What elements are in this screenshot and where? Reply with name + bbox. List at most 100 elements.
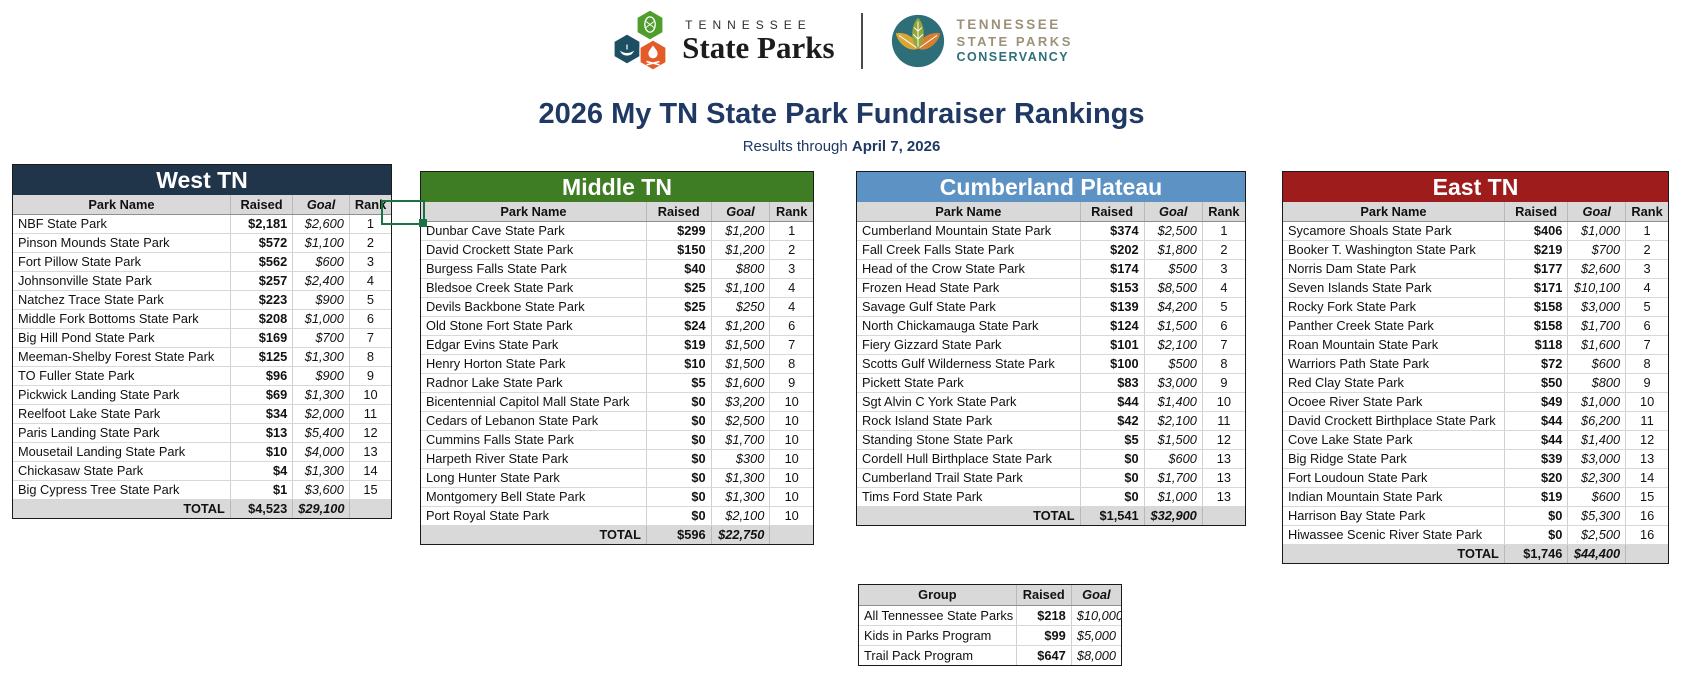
cell-raised[interactable]: $0: [1079, 487, 1145, 507]
cell-raised[interactable]: $0: [645, 487, 712, 507]
cell-goal[interactable]: $3,200: [710, 392, 770, 412]
cell-raised[interactable]: $169: [229, 328, 293, 348]
cell-rank[interactable]: 13: [348, 442, 391, 462]
cell-park-name[interactable]: Rock Island State Park: [857, 411, 1081, 431]
cell-raised[interactable]: $10: [645, 354, 712, 374]
cell-raised[interactable]: $13: [229, 423, 293, 443]
cell-goal[interactable]: $3,000: [1567, 297, 1626, 317]
cell-goal[interactable]: $10,100: [1567, 278, 1626, 298]
cell-park-name[interactable]: Cordell Hull Birthplace State Park: [857, 449, 1081, 469]
cell-rank[interactable]: 16: [1625, 525, 1668, 545]
cell-rank[interactable]: 10: [769, 468, 813, 488]
cell-raised[interactable]: $0: [1079, 468, 1145, 488]
cell-goal[interactable]: $2,100: [710, 506, 770, 526]
column-header-raised[interactable]: Raised: [1015, 585, 1072, 606]
cell-park-name[interactable]: Burgess Falls State Park: [421, 259, 647, 279]
cell-park-name[interactable]: Meeman-Shelby Forest State Park: [13, 347, 231, 367]
cell-rank[interactable]: 8: [348, 347, 391, 367]
cell-raised[interactable]: $150: [645, 240, 712, 260]
cell-rank[interactable]: 8: [1201, 354, 1245, 374]
cell-goal[interactable]: $1,000: [1143, 487, 1203, 507]
total-label[interactable]: TOTAL: [857, 505, 1081, 525]
cell-goal[interactable]: $250: [710, 297, 770, 317]
total-rank-spacer[interactable]: [1201, 505, 1245, 525]
cell-park-name[interactable]: Cumberland Trail State Park: [857, 468, 1081, 488]
cell-rank[interactable]: 2: [769, 240, 813, 260]
cell-raised[interactable]: $42: [1079, 411, 1145, 431]
cell-raised[interactable]: $34: [229, 404, 293, 424]
cell-goal[interactable]: $2,500: [710, 411, 770, 431]
cell-raised[interactable]: $96: [229, 366, 293, 386]
column-header-rank[interactable]: Rank: [769, 202, 813, 222]
cell-raised[interactable]: $50: [1503, 373, 1568, 393]
cell-raised[interactable]: $101: [1079, 335, 1145, 355]
cell-raised[interactable]: $19: [1503, 487, 1568, 507]
cell-rank[interactable]: 13: [1201, 449, 1245, 469]
cell-rank[interactable]: 7: [769, 335, 813, 355]
cell-rank[interactable]: 1: [769, 221, 813, 241]
cell-park-name[interactable]: Johnsonville State Park: [13, 271, 231, 291]
cell-park-name[interactable]: Cummins Falls State Park: [421, 430, 647, 450]
cell-rank[interactable]: 9: [348, 366, 391, 386]
total-rank-spacer[interactable]: [769, 524, 813, 544]
cell-goal[interactable]: $1,500: [710, 335, 770, 355]
cell-raised[interactable]: $100: [1079, 354, 1145, 374]
cell-raised[interactable]: $562: [229, 252, 293, 272]
cell-raised[interactable]: $24: [645, 316, 712, 336]
cell-goal[interactable]: $1,700: [1143, 468, 1203, 488]
total-label[interactable]: TOTAL: [13, 498, 231, 518]
cell-goal[interactable]: $1,100: [710, 278, 770, 298]
cell-raised[interactable]: $0: [1079, 449, 1145, 469]
cell-goal[interactable]: $1,300: [710, 468, 770, 488]
cell-rank[interactable]: 10: [769, 487, 813, 507]
cell-goal[interactable]: $2,600: [292, 214, 350, 234]
cell-goal[interactable]: $1,700: [710, 430, 770, 450]
cell-raised[interactable]: $124: [1079, 316, 1145, 336]
cell-park-name[interactable]: Tims Ford State Park: [857, 487, 1081, 507]
cell-park-name[interactable]: David Crockett State Park: [421, 240, 647, 260]
cell-goal[interactable]: $1,500: [1143, 430, 1203, 450]
cell-park-name[interactable]: Reelfoot Lake State Park: [13, 404, 231, 424]
column-header-park-name[interactable]: Park Name: [1283, 202, 1505, 222]
cell-goal[interactable]: $900: [292, 290, 350, 310]
cell-raised[interactable]: $0: [645, 430, 712, 450]
cell-goal[interactable]: $1,400: [1143, 392, 1203, 412]
cell-rank[interactable]: 6: [1625, 316, 1668, 336]
cell-raised[interactable]: $0: [645, 411, 712, 431]
cell-park-name[interactable]: Dunbar Cave State Park: [421, 221, 647, 241]
cell-goal[interactable]: $1,500: [1143, 316, 1203, 336]
cell-rank[interactable]: 3: [348, 252, 391, 272]
cell-rank[interactable]: 1: [348, 214, 391, 234]
cell-park-name[interactable]: Warriors Path State Park: [1283, 354, 1505, 374]
column-header-park-name[interactable]: Park Name: [13, 195, 231, 215]
cell-raised[interactable]: $125: [229, 347, 293, 367]
cell-raised[interactable]: $171: [1503, 278, 1568, 298]
cell-raised[interactable]: $10: [229, 442, 293, 462]
cell-raised[interactable]: $0: [645, 449, 712, 469]
cell-raised[interactable]: $208: [229, 309, 293, 329]
cell-park-name[interactable]: Edgar Evins State Park: [421, 335, 647, 355]
cell-rank[interactable]: 8: [769, 354, 813, 374]
total-rank-spacer[interactable]: [1625, 543, 1668, 563]
total-goal[interactable]: $44,400: [1567, 543, 1626, 563]
cell-rank[interactable]: 6: [769, 316, 813, 336]
cell-raised[interactable]: $0: [1503, 525, 1568, 545]
cell-rank[interactable]: 3: [1201, 259, 1245, 279]
cell-rank[interactable]: 10: [769, 411, 813, 431]
cell-goal[interactable]: $6,200: [1567, 411, 1626, 431]
fill-handle[interactable]: [419, 219, 427, 227]
cell-park-name[interactable]: Cove Lake State Park: [1283, 430, 1505, 450]
cell-park-name[interactable]: Ocoee River State Park: [1283, 392, 1505, 412]
cell-goal[interactable]: $1,300: [292, 347, 350, 367]
cell-raised[interactable]: $44: [1079, 392, 1145, 412]
column-header-raised[interactable]: Raised: [645, 202, 712, 222]
cell-rank[interactable]: 10: [769, 506, 813, 526]
cell-park-name[interactable]: Pickett State Park: [857, 373, 1081, 393]
cell-rank[interactable]: 3: [1625, 259, 1668, 279]
cell-goal[interactable]: $800: [1567, 373, 1626, 393]
cell-goal[interactable]: $1,500: [710, 354, 770, 374]
cell-park-name[interactable]: Radnor Lake State Park: [421, 373, 647, 393]
cell-rank[interactable]: 6: [348, 309, 391, 329]
cell-rank[interactable]: 7: [1625, 335, 1668, 355]
cell-park-name[interactable]: Booker T. Washington State Park: [1283, 240, 1505, 260]
